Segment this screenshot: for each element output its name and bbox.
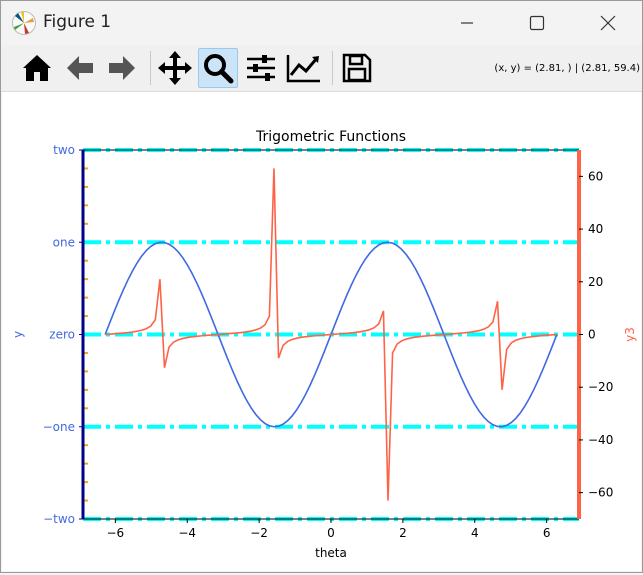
chart-line-icon <box>286 55 320 83</box>
title-bar: Figure 1 <box>1 1 642 45</box>
minimize-button[interactable] <box>435 1 499 45</box>
y-tick-label: −one <box>43 420 75 434</box>
home-button[interactable] <box>17 48 57 88</box>
x-tick-label: 4 <box>471 526 479 540</box>
x-axis-label: theta <box>315 546 347 560</box>
pan-button[interactable] <box>155 48 195 88</box>
x-tick-label: −6 <box>106 526 124 540</box>
subplots-button[interactable] <box>241 48 281 88</box>
close-icon <box>600 15 616 31</box>
left-y-axis-ticks: −two −one zero one two <box>43 143 83 526</box>
arrow-right-icon <box>109 56 135 80</box>
x-tick-label: 6 <box>543 526 551 540</box>
close-button[interactable] <box>576 1 640 45</box>
y2-axis-label: y3 <box>623 327 637 342</box>
minimize-icon <box>461 22 473 24</box>
save-button[interactable] <box>337 48 377 88</box>
x-axis-ticks: −6 −4 −2 0 2 4 6 <box>106 519 550 540</box>
move-icon <box>158 51 192 85</box>
y-tick-label: one <box>53 235 75 249</box>
maximize-button[interactable] <box>505 1 569 45</box>
toolbar-separator <box>332 51 333 85</box>
right-y-axis-ticks: −60 −40 −20 0 20 40 60 <box>579 169 613 500</box>
x-tick-label: 0 <box>327 526 335 540</box>
y-tick-label: two <box>53 143 75 157</box>
x-tick-label: −4 <box>178 526 196 540</box>
y2-tick-label: 40 <box>588 222 603 236</box>
window-title: Figure 1 <box>43 12 112 32</box>
magnifier-icon <box>204 54 234 84</box>
chart-title: Trigometric Functions <box>255 129 406 145</box>
floppy-disk-icon <box>342 53 372 83</box>
y2-tick-label: 0 <box>588 328 596 342</box>
x-tick-label: −2 <box>250 526 268 540</box>
y2-tick-label: 60 <box>588 169 603 183</box>
y2-tick-label: −20 <box>588 380 613 394</box>
home-icon <box>23 55 51 81</box>
forward-button[interactable] <box>102 48 142 88</box>
series-tan-line <box>105 168 557 501</box>
customize-button[interactable] <box>284 48 324 88</box>
figure-canvas[interactable]: −6 −4 −2 0 2 4 6 −two −one zero one two −60 −40 −20 0… <box>2 92 641 571</box>
matplotlib-logo-icon <box>12 11 36 35</box>
toolbar-separator <box>150 51 151 85</box>
maximize-icon <box>529 15 545 31</box>
zoom-button[interactable] <box>198 48 238 88</box>
arrow-left-icon <box>67 56 93 80</box>
y-tick-label: zero <box>49 328 75 342</box>
y-axis-label: y <box>11 331 25 338</box>
y-tick-label: −two <box>43 512 75 526</box>
back-button[interactable] <box>60 48 100 88</box>
y2-tick-label: −60 <box>588 486 613 500</box>
x-tick-label: 2 <box>399 526 407 540</box>
sliders-icon <box>247 55 275 81</box>
cursor-coordinates: (x, y) = (2.81, ) | (2.81, 59.4) <box>494 63 640 74</box>
y2-tick-label: −40 <box>588 433 613 447</box>
y2-tick-label: 20 <box>588 275 603 289</box>
navigation-toolbar: (x, y) = (2.81, ) | (2.81, 59.4) <box>1 45 642 92</box>
